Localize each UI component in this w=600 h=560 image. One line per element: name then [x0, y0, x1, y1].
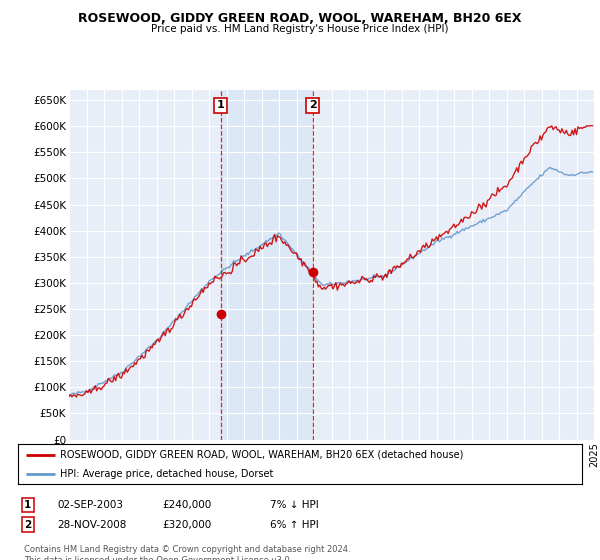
Text: £240,000: £240,000 [162, 500, 211, 510]
Text: Contains HM Land Registry data © Crown copyright and database right 2024.
This d: Contains HM Land Registry data © Crown c… [24, 545, 350, 560]
Text: 1: 1 [217, 100, 224, 110]
Text: 02-SEP-2003: 02-SEP-2003 [57, 500, 123, 510]
Text: 6% ↑ HPI: 6% ↑ HPI [270, 520, 319, 530]
Text: 28-NOV-2008: 28-NOV-2008 [57, 520, 127, 530]
Text: 1: 1 [24, 500, 31, 510]
Text: 2: 2 [24, 520, 31, 530]
Text: £320,000: £320,000 [162, 520, 211, 530]
Text: 7% ↓ HPI: 7% ↓ HPI [270, 500, 319, 510]
Bar [221, 90, 313, 440]
Text: HPI: Average price, detached house, Dorset: HPI: Average price, detached house, Dors… [60, 469, 274, 478]
Text: ROSEWOOD, GIDDY GREEN ROAD, WOOL, WAREHAM, BH20 6EX (detached house): ROSEWOOD, GIDDY GREEN ROAD, WOOL, WAREHA… [60, 450, 464, 460]
Text: 2: 2 [309, 100, 316, 110]
Text: ROSEWOOD, GIDDY GREEN ROAD, WOOL, WAREHAM, BH20 6EX: ROSEWOOD, GIDDY GREEN ROAD, WOOL, WAREHA… [78, 12, 522, 25]
Text: Price paid vs. HM Land Registry's House Price Index (HPI): Price paid vs. HM Land Registry's House … [151, 24, 449, 34]
